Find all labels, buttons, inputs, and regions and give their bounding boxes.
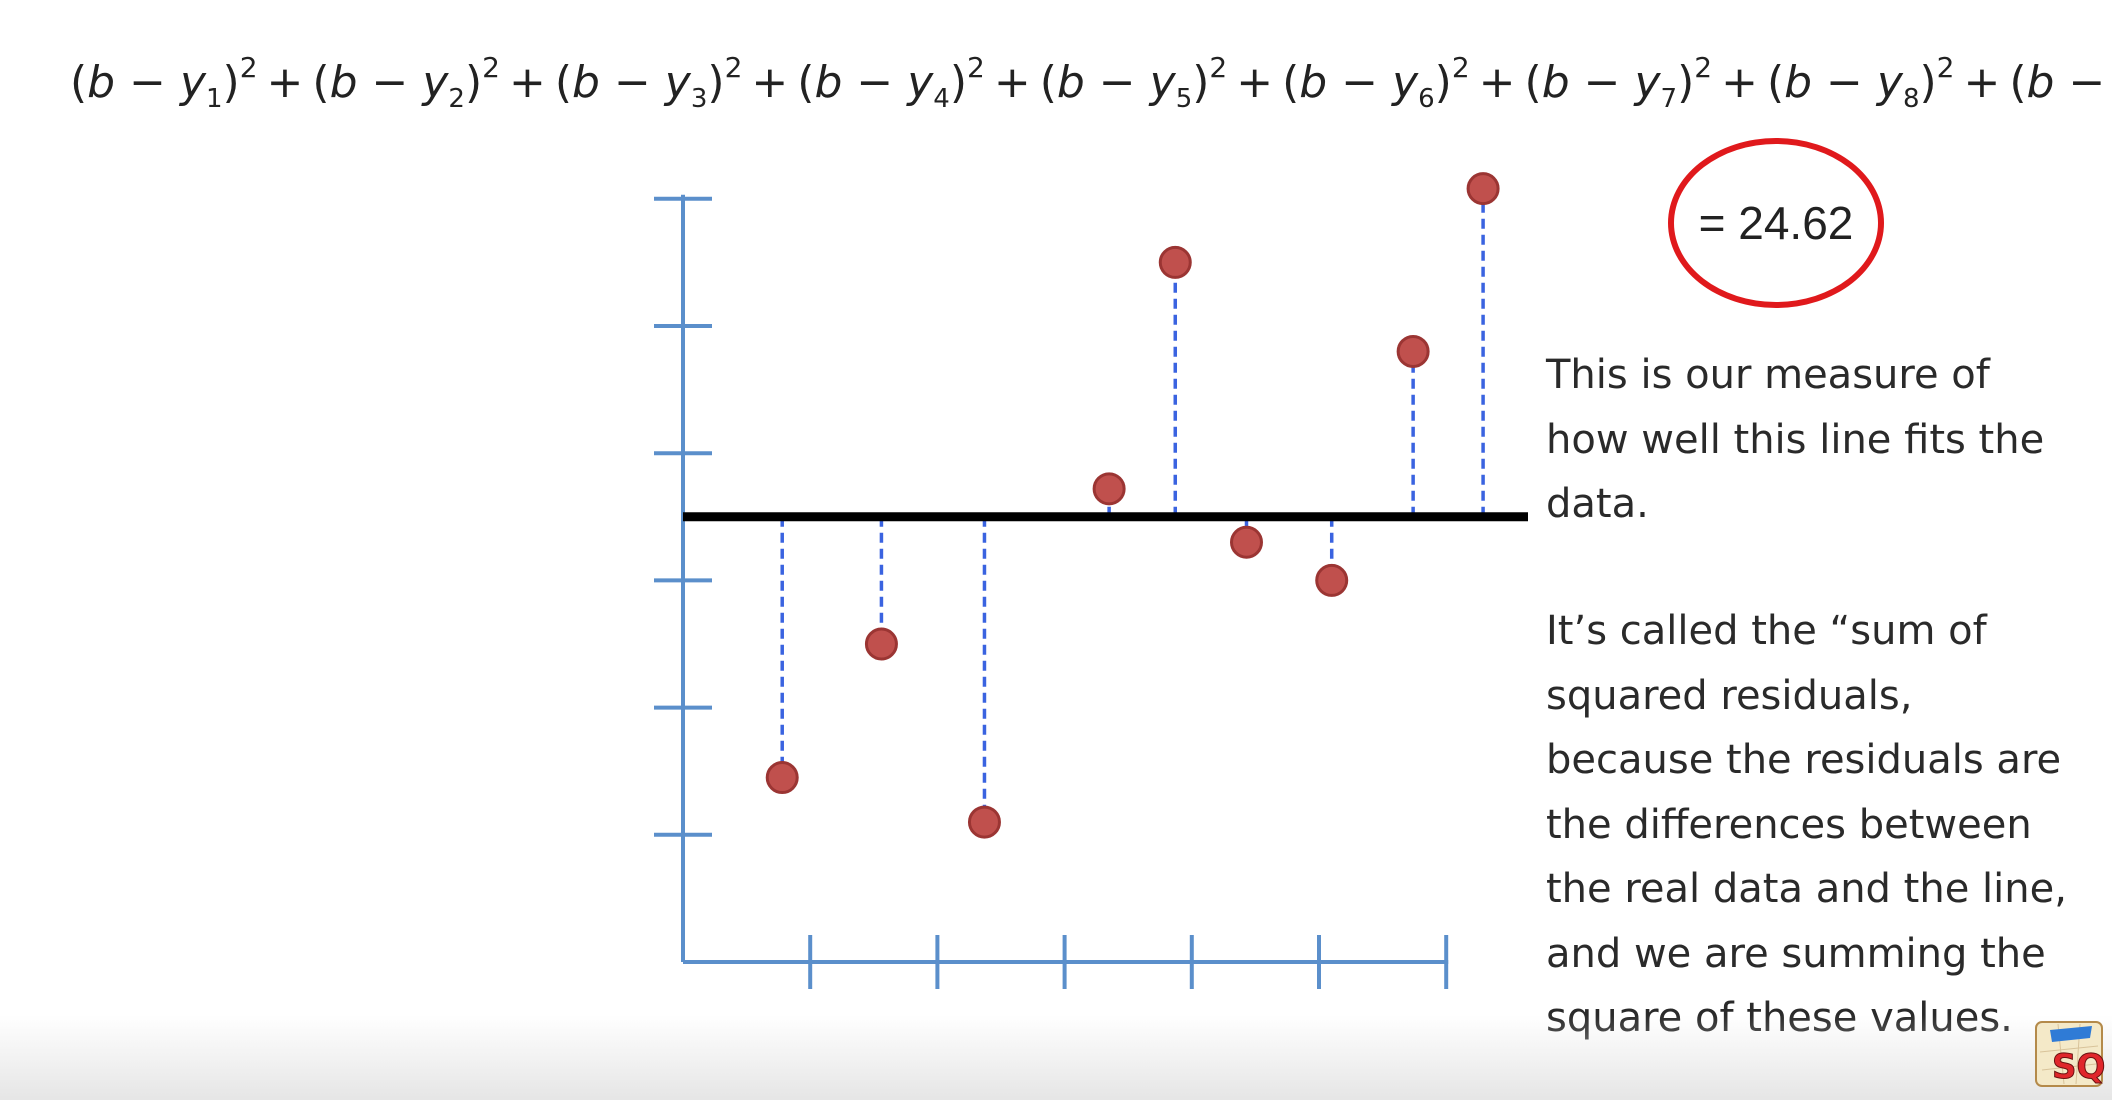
data-point bbox=[967, 805, 1001, 839]
formula-term: (b − y7)2 bbox=[1524, 51, 1713, 114]
residual-lines-group bbox=[780, 188, 1485, 823]
term-b: b bbox=[572, 57, 600, 108]
formula-term: (b − y5)2 bbox=[1039, 51, 1228, 114]
formula-plus: + bbox=[508, 57, 546, 108]
term-subscript: 3 bbox=[690, 84, 708, 114]
formula-plus: + bbox=[1963, 57, 2001, 108]
data-point bbox=[1315, 563, 1349, 597]
result-value: = 24.62 bbox=[1698, 197, 1854, 249]
formula-term: (b − y4)2 bbox=[797, 51, 985, 114]
formula-term: (b − y9)2 bbox=[2009, 57, 2106, 108]
term-exponent: 2 bbox=[966, 51, 985, 84]
term-exponent: 2 bbox=[1451, 51, 1470, 84]
explanation-line: and we are summing the bbox=[1546, 930, 2046, 977]
term-b: b bbox=[329, 57, 358, 108]
term-subscript: 6 bbox=[1418, 84, 1435, 114]
axes-group bbox=[654, 194, 1449, 989]
data-point bbox=[765, 761, 799, 795]
svg-text:SQ!: SQ! bbox=[2052, 1047, 2108, 1087]
formula-plus: + bbox=[1478, 57, 1516, 108]
term-y: y bbox=[1149, 57, 1176, 108]
explanation-paragraph-2: It’s called the “sum of squared residuals… bbox=[1546, 599, 2112, 1051]
term-subscript: 7 bbox=[1660, 84, 1678, 114]
term-y: y bbox=[179, 57, 206, 108]
term-b: b bbox=[1299, 57, 1328, 108]
formula-term: (b − y2)2 bbox=[312, 51, 500, 114]
data-point bbox=[1158, 245, 1192, 279]
term-exponent: 2 bbox=[482, 51, 500, 84]
term-b: b bbox=[87, 57, 116, 108]
term-exponent: 2 bbox=[239, 51, 258, 84]
explanation-line: how well this line fits the bbox=[1546, 416, 2045, 463]
explanation-paragraph-1: This is our measure of how well this line… bbox=[1546, 343, 2112, 537]
explanation-line: because the residuals are bbox=[1546, 737, 2062, 783]
explanation-line: squared residuals, bbox=[1546, 672, 1913, 719]
formula-plus: + bbox=[1236, 57, 1274, 108]
term-subscript: 2 bbox=[448, 84, 465, 114]
formula-plus: + bbox=[266, 57, 304, 108]
term-subscript: 8 bbox=[1902, 84, 1920, 114]
explanation-line: data. bbox=[1546, 481, 1649, 527]
formula-term: (b − y1)2 bbox=[70, 51, 258, 114]
formula-plus: + bbox=[1721, 57, 1758, 108]
term-y: y bbox=[1876, 57, 1903, 108]
term-y: y bbox=[907, 57, 934, 108]
data-points-group bbox=[765, 172, 1500, 839]
sum-of-squares-formula: (b − y1)2 + (b − y2)2 + (b − y3)2 + (b − y4)2 +… bbox=[70, 48, 2105, 118]
data-point bbox=[1396, 334, 1430, 368]
term-y: y bbox=[1634, 57, 1661, 108]
term-y: y bbox=[422, 57, 449, 108]
formula-term: (b − y6)2 bbox=[1282, 51, 1470, 114]
term-subscript: 1 bbox=[206, 84, 223, 114]
formula-plus: + bbox=[751, 57, 789, 108]
data-point bbox=[1229, 525, 1263, 559]
term-exponent: 2 bbox=[1694, 51, 1713, 84]
term-exponent: 2 bbox=[724, 51, 743, 84]
term-b: b bbox=[814, 57, 843, 108]
explanation-line: the real data and the line, bbox=[1546, 866, 2067, 912]
explanation-line: This is our measure of bbox=[1546, 352, 1990, 398]
term-exponent: 2 bbox=[1209, 51, 1228, 84]
formula-plus: + bbox=[993, 57, 1031, 108]
term-y: y bbox=[1392, 57, 1419, 108]
bottom-fade bbox=[0, 1015, 2112, 1100]
explanation-line: the differences between bbox=[1546, 801, 2032, 848]
sum-of-squares-result: = 24.62 bbox=[1668, 138, 1884, 308]
data-point bbox=[1466, 172, 1500, 206]
data-point bbox=[1092, 472, 1126, 506]
statquest-logo-icon: SQ! bbox=[2035, 1021, 2108, 1088]
term-b: b bbox=[1056, 57, 1085, 108]
explanation-line: It’s called the “sum of bbox=[1546, 608, 1987, 654]
residual-scatter-chart bbox=[654, 172, 1528, 989]
term-exponent: 2 bbox=[1936, 51, 1955, 84]
formula-term: (b − y3)2 bbox=[554, 51, 743, 114]
term-b: b bbox=[1541, 57, 1570, 108]
data-point bbox=[864, 627, 898, 661]
term-b: b bbox=[1784, 57, 1813, 108]
term-y: y bbox=[664, 57, 691, 108]
term-b: b bbox=[2026, 57, 2055, 108]
term-subscript: 5 bbox=[1175, 84, 1193, 114]
term-subscript: 4 bbox=[933, 84, 950, 114]
formula-term: (b − y8)2 bbox=[1766, 51, 1955, 114]
